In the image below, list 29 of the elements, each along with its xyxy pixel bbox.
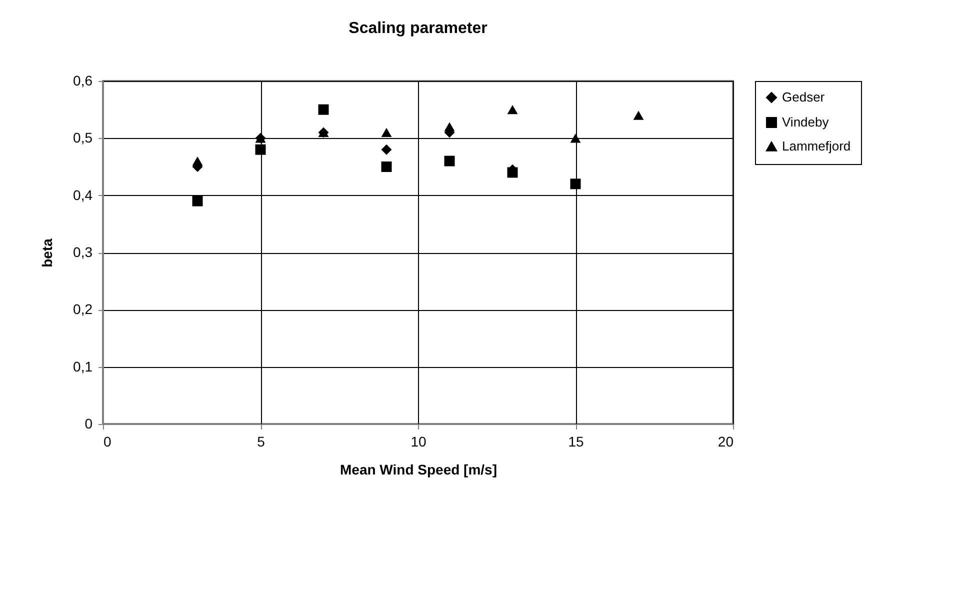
x-tick-label: 20 — [718, 434, 734, 450]
legend-label: Vindeby — [782, 114, 830, 130]
x-tick-label: 10 — [410, 434, 426, 450]
point — [570, 178, 581, 190]
point — [570, 134, 581, 143]
point — [192, 196, 203, 206]
y-tick-label: 0,1 — [73, 358, 93, 374]
point — [381, 162, 392, 172]
point — [381, 128, 392, 137]
point — [507, 105, 518, 114]
x-tick-label: 5 — [257, 434, 266, 450]
y-tick-label: 0,5 — [73, 130, 93, 146]
y-axis-title: beta — [39, 238, 56, 268]
point — [444, 156, 455, 166]
y-tick-label: 0,3 — [73, 244, 93, 260]
point — [255, 144, 266, 155]
legend-label: Lammefjord — [782, 138, 851, 154]
legend-label: Gedser — [782, 90, 826, 104]
chart-title: Scaling parameter — [348, 20, 488, 37]
point — [318, 104, 329, 115]
x-tick-label: 15 — [568, 434, 584, 450]
x-tick-label: 0 — [104, 434, 112, 450]
y-tick-label: 0,2 — [73, 301, 93, 318]
y-tick-label: 0,4 — [73, 186, 93, 203]
point — [633, 110, 644, 120]
point — [381, 144, 392, 155]
x-axis-title: Mean Wind Speed [m/s] — [340, 462, 498, 478]
y-tick-label: 0,6 — [73, 72, 93, 88]
y-tick-label: 0 — [84, 416, 93, 432]
